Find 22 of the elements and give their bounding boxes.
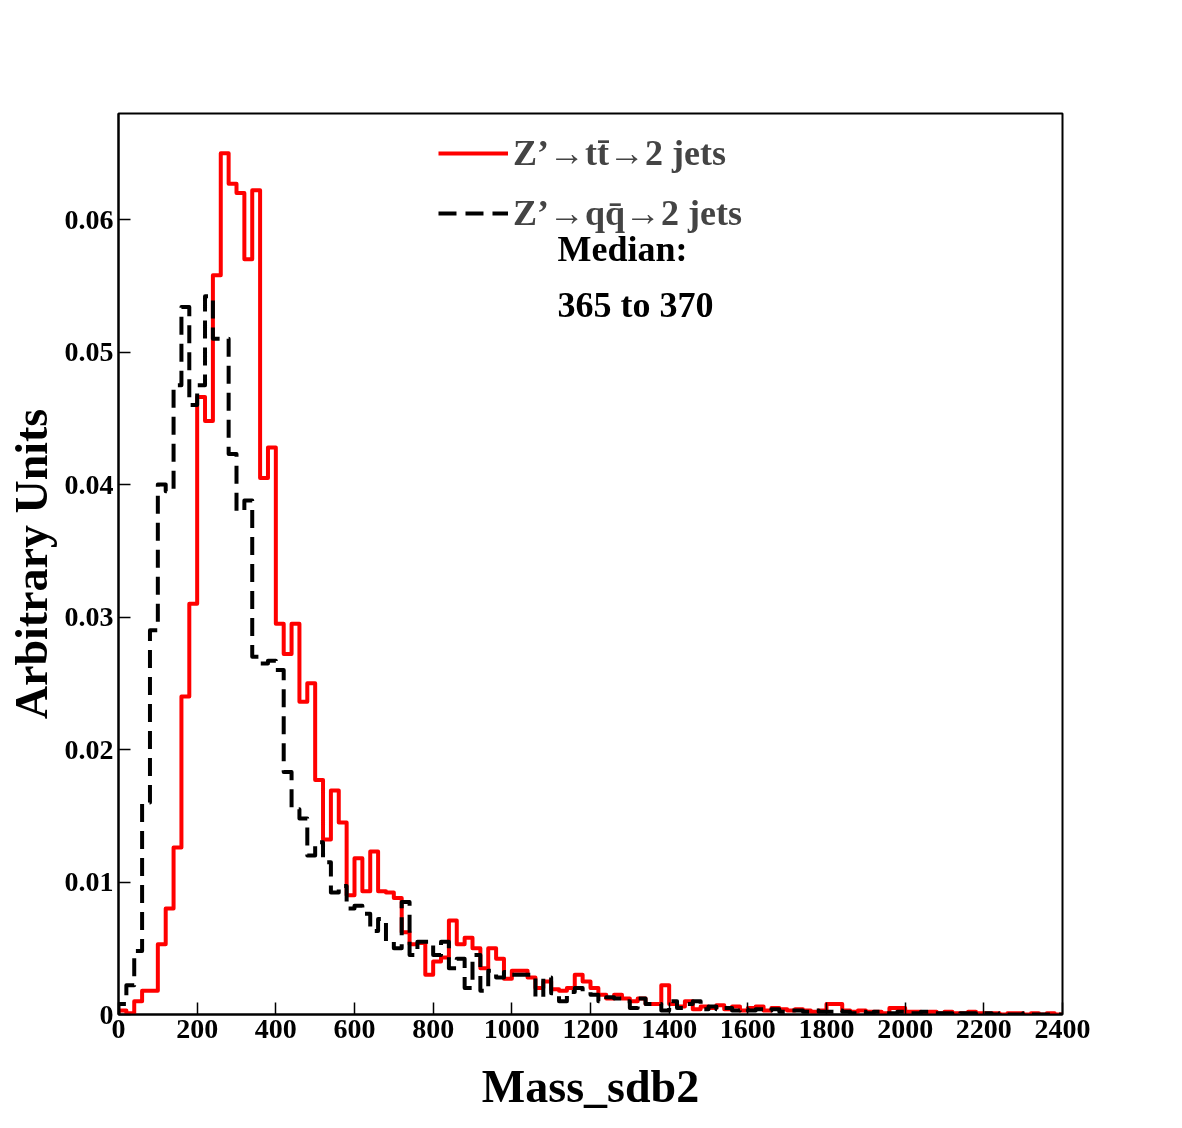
x-tick-label: 1000	[483, 1012, 540, 1044]
x-tick-label: 600	[333, 1012, 376, 1044]
x-tick-label: 200	[176, 1012, 219, 1044]
y-tick-label: 0.03	[64, 601, 114, 632]
x-tick-label: 800	[412, 1012, 455, 1044]
y-axis-title: Arbitrary Units	[5, 408, 57, 720]
annotation: 365 to 370	[557, 284, 714, 325]
y-tick-label: 0.06	[64, 203, 114, 235]
x-tick-label: 1600	[719, 1012, 776, 1044]
x-tick-label: 1400	[641, 1012, 698, 1044]
x-tick-label: 2400	[1034, 1012, 1091, 1044]
legend-label: Z’→tt̄→2 jets	[512, 132, 726, 175]
x-tick-label: 2000	[877, 1012, 934, 1044]
y-tick-label: 0.05	[64, 336, 114, 367]
x-tick-label: 1200	[562, 1012, 619, 1044]
x-tick-label: 400	[254, 1012, 297, 1044]
y-tick-label: 0.04	[64, 468, 114, 500]
x-tick-label: 1800	[798, 1012, 855, 1044]
y-tick-label: 0.01	[64, 866, 114, 897]
x-axis-title: Mass_sdb2	[481, 1060, 700, 1112]
x-tick-label: 2200	[955, 1012, 1012, 1044]
y-tick-label: 0.02	[64, 733, 114, 765]
